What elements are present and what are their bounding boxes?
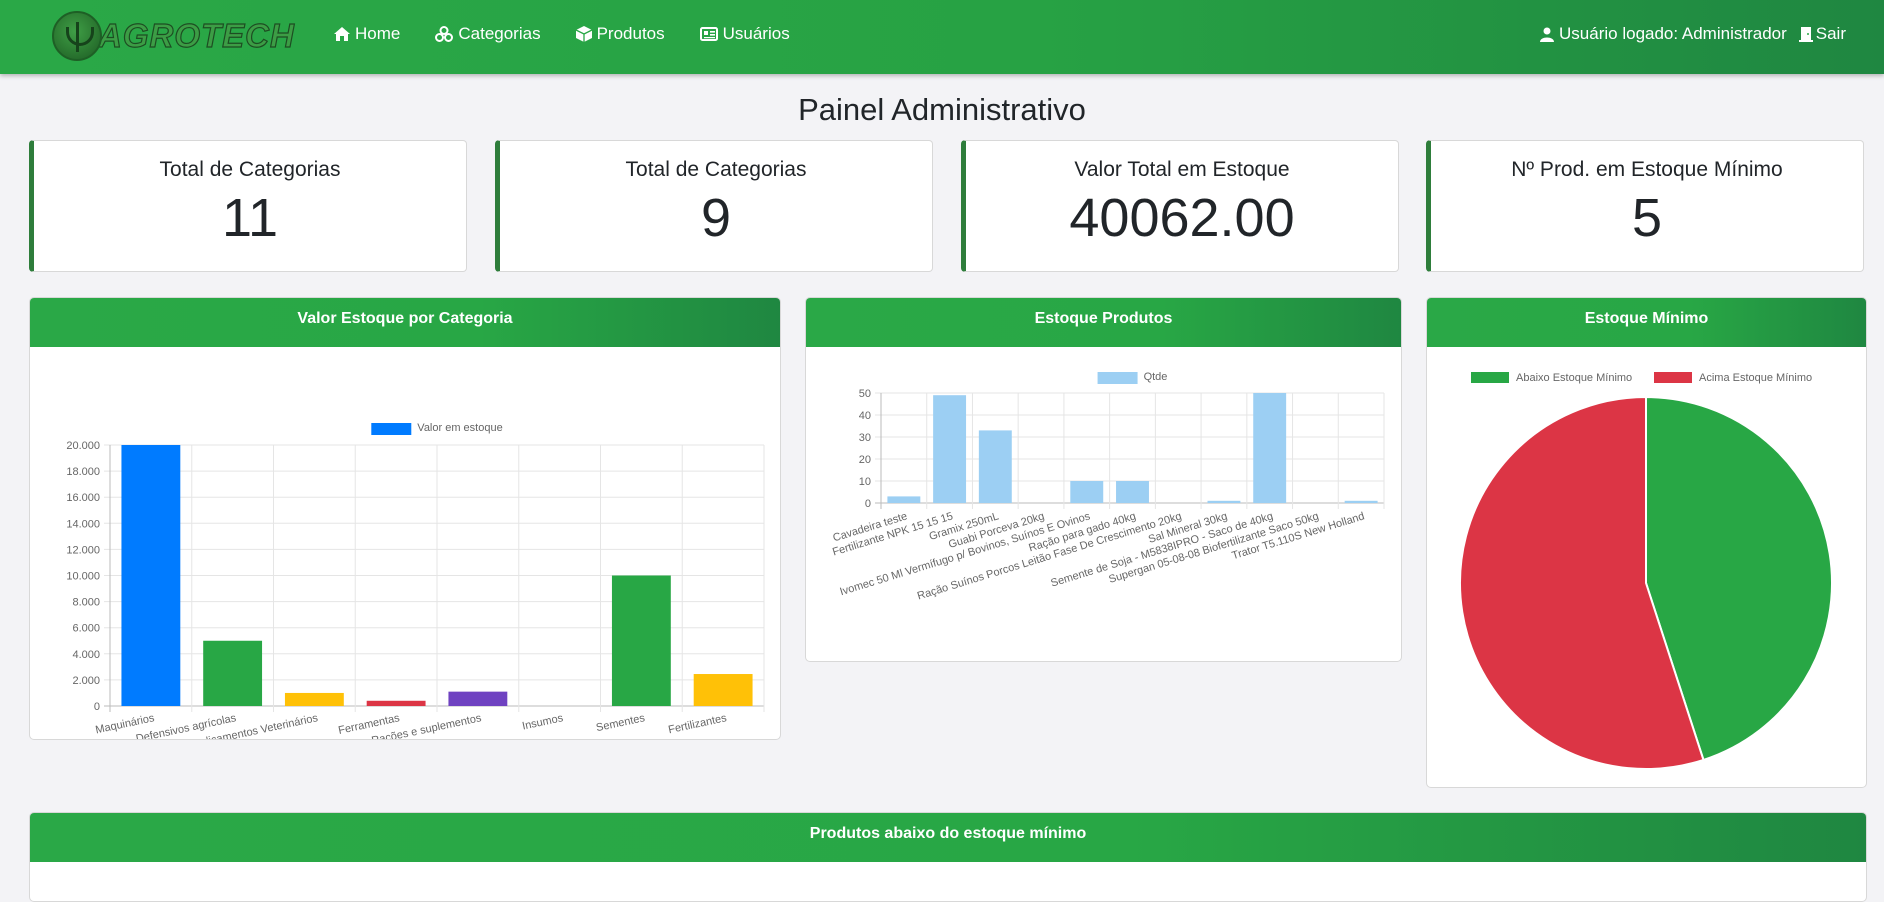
- legend-label: Valor em estoque: [417, 422, 502, 434]
- card-header: Estoque Mínimo: [1427, 298, 1866, 347]
- bar: [693, 674, 753, 706]
- bar: [284, 692, 344, 706]
- stat-card-categorias-2: Total de Categorias 9: [495, 140, 933, 272]
- y-tick-label: 10: [859, 476, 871, 488]
- user-gear-icon: [1540, 27, 1555, 42]
- y-tick-label: 40: [859, 410, 871, 422]
- bar: [203, 640, 263, 706]
- y-tick-label: 18.000: [66, 466, 100, 478]
- logged-user-label: Usuário logado: Administrador: [1559, 24, 1787, 43]
- stat-title: Total de Categorias: [625, 158, 807, 181]
- nav-produtos[interactable]: Produtos: [575, 24, 665, 44]
- x-tick-label: Insumos: [521, 712, 565, 732]
- legend-swatch: [1471, 372, 1509, 383]
- door-icon: [1798, 27, 1813, 42]
- nav-categorias-label: Categorias: [458, 24, 541, 43]
- y-tick-label: 20: [859, 454, 871, 466]
- bar: [448, 691, 508, 706]
- bar: [1207, 500, 1241, 503]
- legend-label: Abaixo Estoque Mínimo: [1516, 372, 1632, 384]
- y-tick-label: 4.000: [72, 649, 100, 661]
- stat-value: 40062.00: [1069, 188, 1295, 248]
- card-header: Produtos abaixo do estoque mínimo: [30, 813, 1866, 862]
- y-tick-label: 0: [865, 498, 871, 510]
- pie-slice: [1645, 395, 1833, 762]
- y-tick-label: 6.000: [72, 623, 100, 635]
- chart-minimum: Abaixo Estoque Mínimo Acima Estoque Mínim…: [1459, 372, 1833, 770]
- stat-title: Valor Total em Estoque: [1074, 158, 1290, 181]
- bar: [1070, 481, 1104, 503]
- x-tick-label: Sementes: [595, 712, 646, 734]
- legend-label: Qtde: [1144, 371, 1168, 383]
- nav-usuarios-label: Usuários: [722, 24, 790, 43]
- card-header: Estoque Produtos: [806, 298, 1401, 347]
- nav-links: Home Categorias Produtos Usuários: [334, 0, 825, 68]
- stat-value: 11: [221, 188, 279, 248]
- stat-card-valor-total: Valor Total em Estoque 40062.00: [961, 140, 1399, 272]
- bar: [933, 395, 967, 503]
- y-tick-label: 0: [94, 701, 100, 713]
- legend-swatch: [1654, 372, 1692, 383]
- logout-label: Sair: [1815, 24, 1846, 43]
- y-tick-label: 2.000: [72, 675, 100, 687]
- bar: [1344, 500, 1378, 503]
- logged-user: Usuário logado: Administrador: [1540, 24, 1787, 44]
- y-tick-label: 50: [859, 388, 871, 400]
- bar: [887, 496, 921, 503]
- box-icon: [575, 26, 592, 42]
- card-products: Estoque Produtos Qtde 50 40 30 20 10 0 Cavadeir…: [805, 297, 1402, 662]
- nav-categorias[interactable]: Categorias: [435, 24, 541, 44]
- id-card-icon: [699, 27, 718, 41]
- stat-value: 5: [1631, 188, 1663, 248]
- card-stock-value: Valor Estoque por Categoria Valor em est…: [29, 297, 781, 740]
- bar: [1116, 481, 1149, 503]
- bar: [978, 430, 1012, 503]
- top-navbar: AGROTECH Home Categorias Produtos Usuári…: [0, 0, 1884, 74]
- nav-home-label: Home: [355, 24, 401, 43]
- card-below-minimum: Produtos abaixo do estoque mínimo: [29, 812, 1867, 902]
- bar: [121, 445, 181, 706]
- stat-title: Total de Categorias: [159, 158, 341, 181]
- stat-title: Nº Prod. em Estoque Mínimo: [1511, 158, 1783, 181]
- x-tick-label: Fertilizantes: [667, 712, 728, 736]
- y-tick-label: 12.000: [66, 544, 100, 556]
- bar: [611, 575, 671, 706]
- bar: [366, 700, 426, 706]
- card-header: Valor Estoque por Categoria: [30, 298, 780, 347]
- pie-slice: [1459, 395, 1705, 770]
- stat-value: 9: [700, 188, 732, 248]
- logout-link[interactable]: Sair: [1798, 24, 1846, 44]
- categories-icon: [435, 26, 454, 42]
- legend-swatch: [371, 423, 412, 435]
- y-tick-label: 20.000: [66, 440, 100, 452]
- stat-card-estoque-minimo: Nº Prod. em Estoque Mínimo 5: [1426, 140, 1864, 272]
- nav-produtos-label: Produtos: [596, 24, 665, 43]
- bar: [1253, 393, 1287, 503]
- y-tick-label: 14.000: [66, 518, 100, 530]
- logo-emblem-icon: [52, 11, 102, 61]
- legend-swatch: [1097, 372, 1138, 384]
- y-tick-label: 16.000: [66, 492, 100, 504]
- chart-stock-value: Valor em estoque 20.000 18.000 16.000 14.000…: [66, 422, 765, 739]
- home-icon: [334, 27, 350, 41]
- y-tick-label: 8.000: [72, 597, 100, 609]
- card-minimum: Estoque Mínimo Abaixo Estoque Mínimo Acim…: [1426, 297, 1867, 788]
- nav-usuarios[interactable]: Usuários: [699, 24, 790, 44]
- user-area: Usuário logado: Administrador Sair: [1528, 0, 1846, 68]
- nav-home[interactable]: Home: [334, 24, 400, 44]
- legend-label: Acima Estoque Mínimo: [1699, 372, 1812, 384]
- brand-name: AGROTECH: [97, 16, 295, 54]
- y-tick-label: 30: [859, 432, 871, 444]
- brand-logo[interactable]: AGROTECH: [52, 10, 295, 62]
- y-tick-label: 10.000: [66, 571, 100, 583]
- page-title: Painel Administrativo: [798, 92, 1086, 127]
- stat-card-categorias: Total de Categorias 11: [29, 140, 467, 272]
